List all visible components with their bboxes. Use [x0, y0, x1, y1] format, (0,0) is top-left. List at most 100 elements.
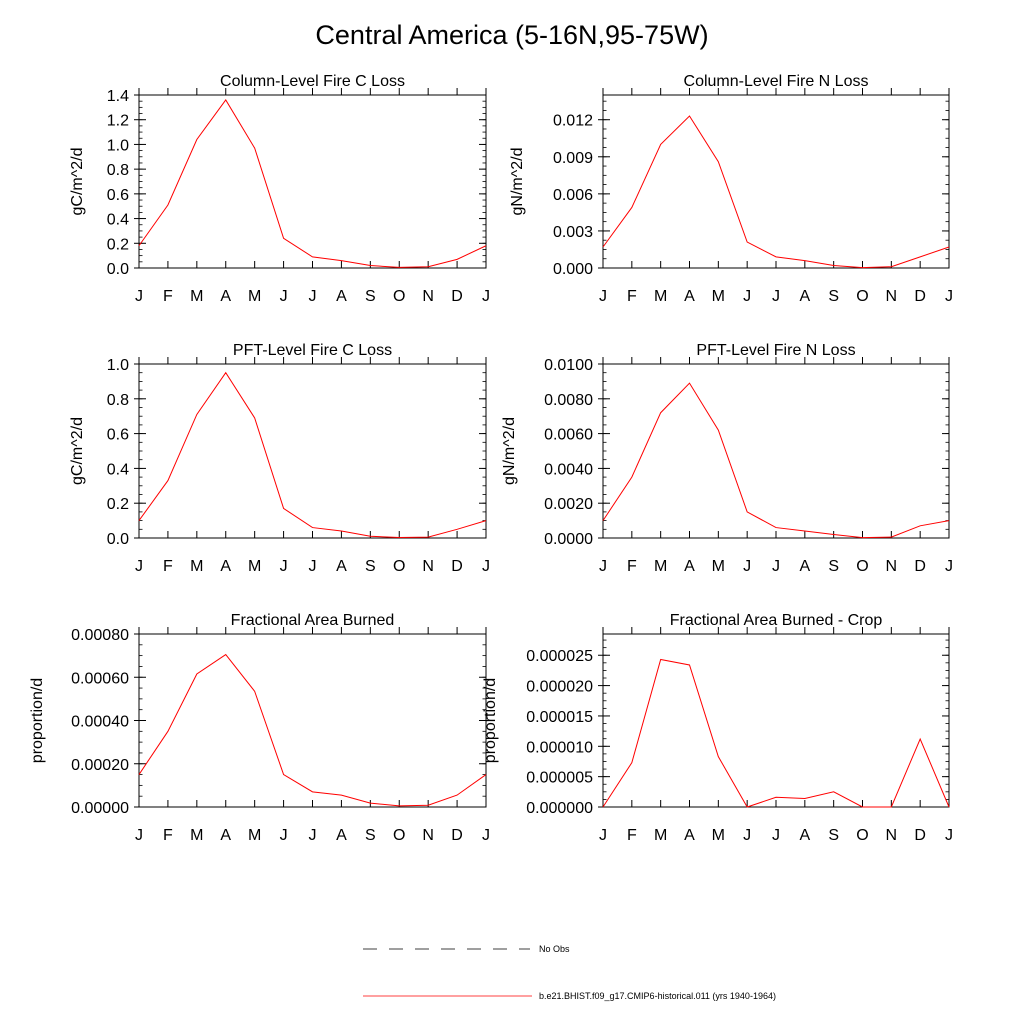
x-tick-label: N	[422, 288, 434, 305]
chart-panel-6: Fractional Area Burned - Crop proportion/…	[482, 612, 953, 844]
x-tick-label: J	[945, 827, 953, 844]
x-tick-label: O	[856, 288, 868, 305]
x-tick-label: J	[482, 288, 490, 305]
x-tick-label: M	[654, 827, 667, 844]
x-tick-label: J	[280, 827, 288, 844]
x-tick-label: N	[886, 288, 898, 305]
x-tick-label: J	[309, 558, 317, 575]
x-tick-label: J	[772, 827, 780, 844]
series-line-1	[138, 653, 487, 807]
y-tick-label: 0.00040	[71, 714, 129, 731]
x-tick-label: M	[712, 288, 725, 305]
panel-title: Column-Level Fire N Loss	[684, 73, 869, 90]
x-tick-label: J	[772, 558, 780, 575]
x-tick-label: M	[712, 827, 725, 844]
x-tick-label: S	[365, 827, 376, 844]
x-tick-label: J	[743, 558, 751, 575]
y-tick-label: 0.0080	[544, 392, 593, 409]
x-tick-label: A	[799, 288, 810, 305]
y-axis-label: gC/m^2/d	[69, 148, 86, 216]
x-tick-label: J	[135, 827, 143, 844]
y-tick-label: 0.000	[553, 261, 593, 278]
legend: No Obs b.e21.BHIST.f09_g17.CMIP6-histori…	[363, 944, 776, 1001]
x-tick-label: N	[422, 558, 434, 575]
x-tick-label: D	[451, 558, 463, 575]
x-tick-label: A	[684, 558, 695, 575]
x-tick-label: J	[945, 558, 953, 575]
x-tick-label: F	[163, 558, 173, 575]
x-tick-label: D	[914, 827, 926, 844]
x-tick-label: J	[945, 288, 953, 305]
x-tick-label: J	[135, 288, 143, 305]
x-tick-label: M	[712, 558, 725, 575]
y-tick-label: 0.0100	[544, 357, 593, 374]
x-tick-label: N	[886, 827, 898, 844]
y-tick-label: 0.0060	[544, 427, 593, 444]
panel-title: PFT-Level Fire N Loss	[696, 342, 855, 359]
x-tick-label: S	[365, 558, 376, 575]
y-tick-label: 0.000015	[526, 709, 593, 726]
y-tick-label: 0.009	[553, 150, 593, 167]
y-axis-label: gC/m^2/d	[69, 417, 86, 485]
y-tick-label: 0.6	[107, 427, 129, 444]
x-tick-label: J	[599, 558, 607, 575]
x-tick-label: M	[248, 827, 261, 844]
plot-frame	[602, 633, 950, 808]
plot-frame	[602, 94, 950, 269]
x-tick-label: A	[799, 827, 810, 844]
x-tick-label: J	[135, 558, 143, 575]
series-line-1	[138, 99, 487, 268]
y-tick-label: 0.0020	[544, 496, 593, 513]
x-tick-label: D	[914, 558, 926, 575]
y-tick-label: 0.0040	[544, 461, 593, 478]
x-tick-label: F	[163, 288, 173, 305]
y-tick-label: 1.0	[107, 357, 129, 374]
y-tick-label: 0.00080	[71, 627, 129, 644]
x-tick-label: D	[451, 288, 463, 305]
y-tick-label: 1.4	[107, 88, 129, 105]
x-tick-label: F	[627, 288, 637, 305]
x-tick-label: O	[393, 827, 405, 844]
panel-title: Fractional Area Burned - Crop	[670, 612, 883, 629]
x-tick-label: F	[627, 558, 637, 575]
x-tick-label: A	[336, 827, 347, 844]
x-tick-label: D	[914, 288, 926, 305]
series-line-1	[602, 115, 950, 269]
y-tick-label: 0.2	[107, 236, 129, 253]
x-tick-label: M	[248, 558, 261, 575]
panel-title: Column-Level Fire C Loss	[220, 73, 405, 90]
y-tick-label: 0.000005	[526, 770, 593, 787]
y-tick-label: 0.00060	[71, 670, 129, 687]
plot-frame	[138, 94, 487, 269]
x-tick-label: F	[163, 827, 173, 844]
y-tick-label: 0.000000	[526, 800, 593, 817]
y-tick-label: 1.2	[107, 113, 129, 130]
x-tick-label: M	[190, 827, 203, 844]
x-tick-label: J	[309, 288, 317, 305]
y-tick-label: 0.006	[553, 187, 593, 204]
x-tick-label: J	[280, 558, 288, 575]
y-tick-label: 0.003	[553, 224, 593, 241]
y-tick-label: 0.0	[107, 531, 129, 548]
x-tick-label: O	[856, 827, 868, 844]
series-line-1	[138, 371, 487, 538]
y-tick-label: 0.000010	[526, 739, 593, 756]
plot-frame	[602, 363, 950, 539]
x-tick-label: J	[743, 288, 751, 305]
x-tick-label: A	[220, 558, 231, 575]
plot-frame	[138, 633, 487, 808]
y-tick-label: 0.8	[107, 162, 129, 179]
legend-label-model: b.e21.BHIST.f09_g17.CMIP6-historical.011…	[539, 991, 776, 1001]
x-tick-label: S	[828, 827, 839, 844]
x-tick-label: J	[772, 288, 780, 305]
page-title: Central America (5-16N,95-75W)	[315, 20, 709, 50]
x-tick-label: A	[684, 827, 695, 844]
x-tick-label: M	[248, 288, 261, 305]
